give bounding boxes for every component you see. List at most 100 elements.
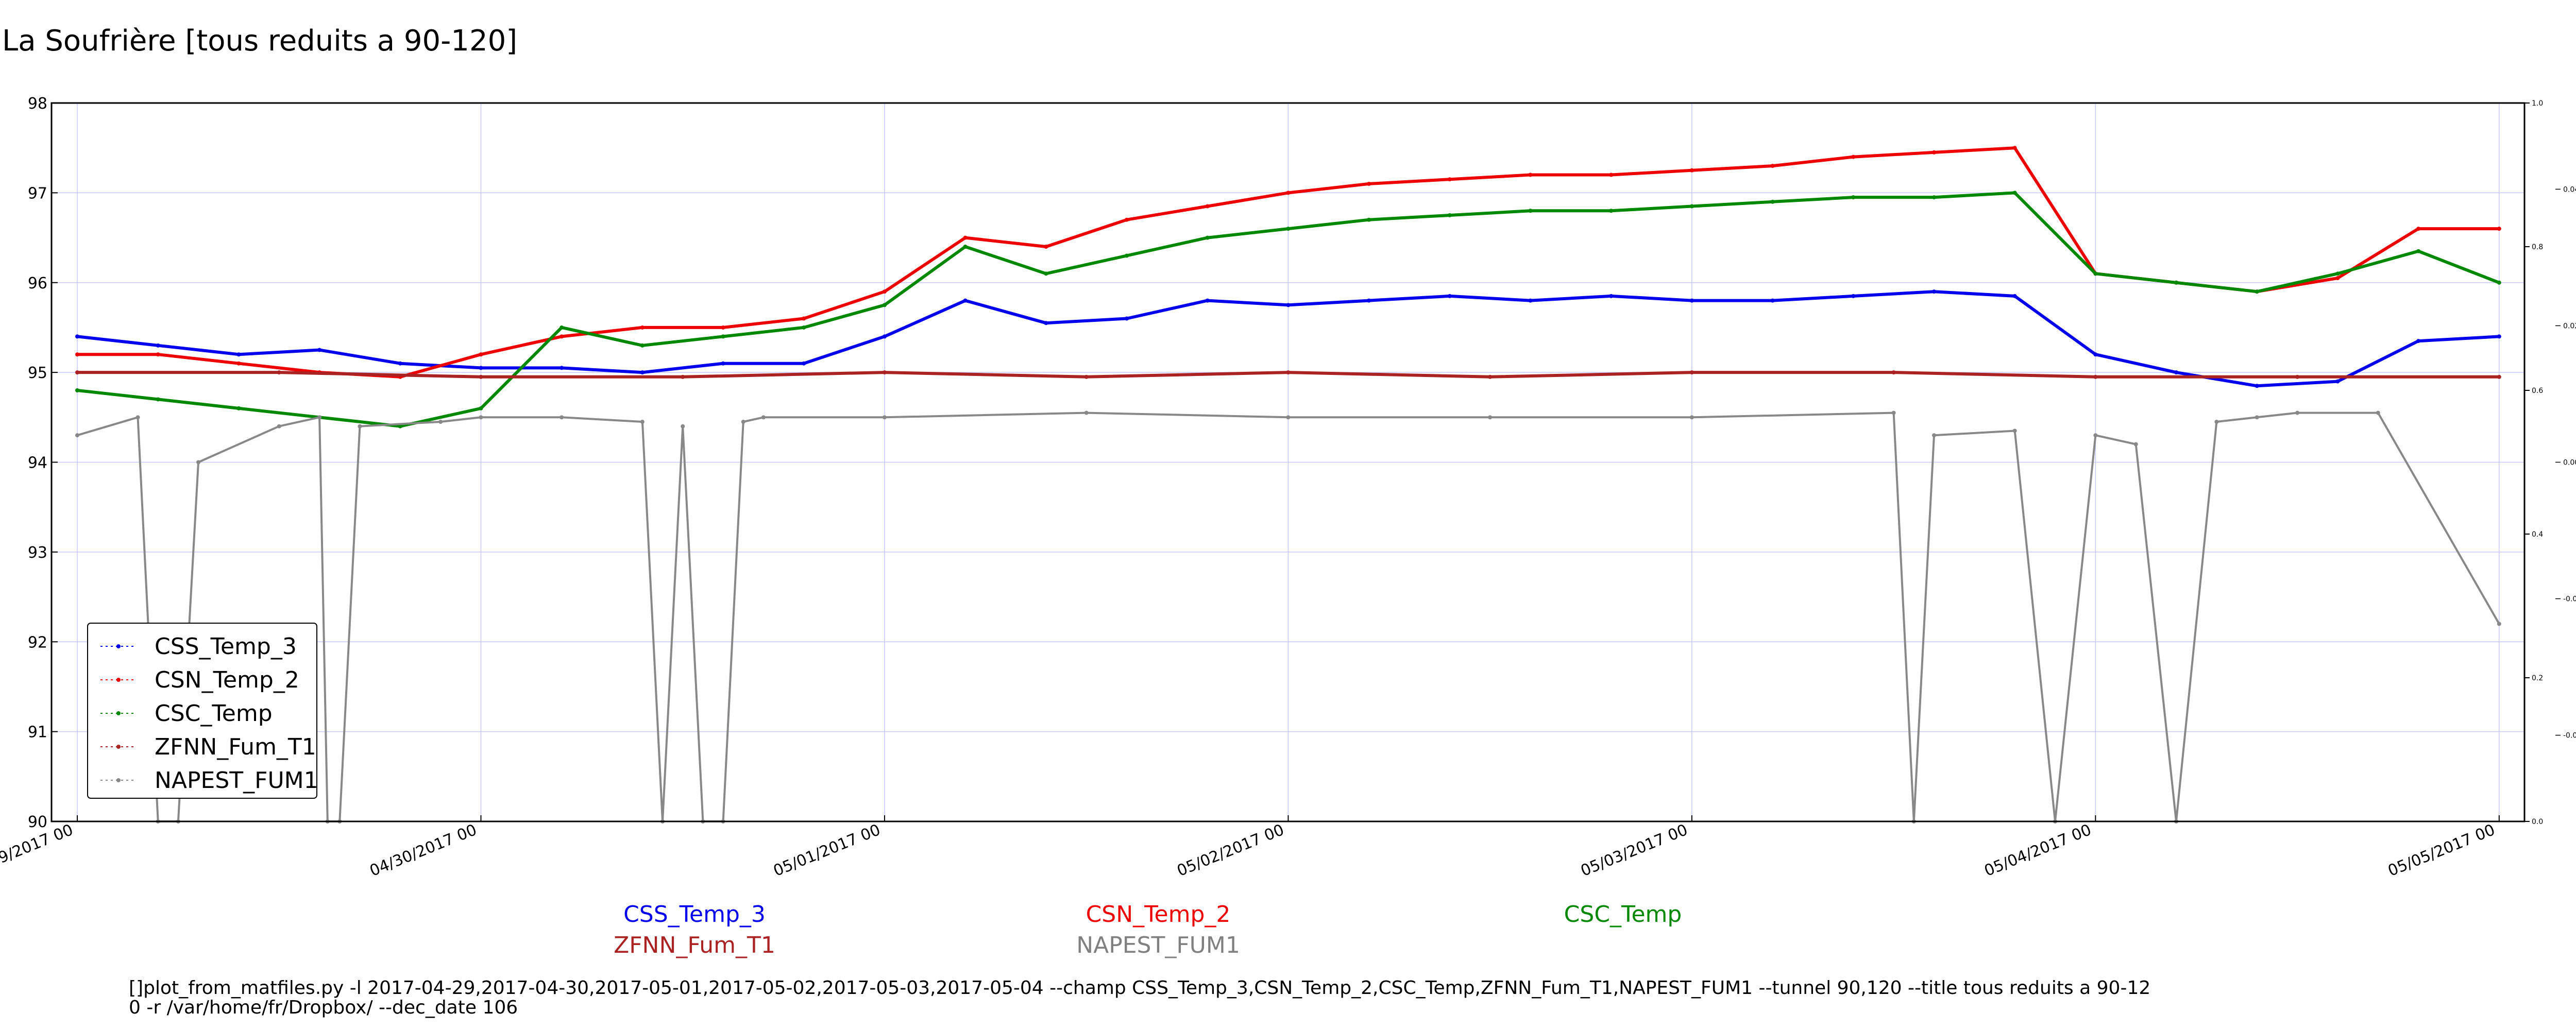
data-point — [640, 370, 645, 375]
legend-label: CSC_Temp — [155, 700, 273, 727]
data-point — [479, 366, 483, 370]
x-tick-label: 04/30/2017 00 — [367, 821, 480, 880]
data-point — [1891, 370, 1896, 375]
data-point — [75, 388, 79, 392]
legend-marker — [116, 711, 121, 715]
grid — [52, 102, 2524, 822]
data-point — [560, 334, 564, 339]
data-point — [2335, 276, 2340, 281]
data-point — [2497, 622, 2501, 626]
data-point — [2416, 227, 2421, 231]
data-point — [398, 361, 402, 366]
data-point — [640, 343, 645, 348]
right-tick-label: 0.6 — [2532, 387, 2543, 395]
data-point — [1931, 289, 1936, 294]
right-tick-label: 0.8 — [2532, 243, 2543, 251]
command-line-1: []plot_from_matfiles.py -l 2017-04-29,20… — [129, 977, 2150, 999]
data-point — [2497, 280, 2501, 285]
data-point — [1205, 298, 1210, 303]
data-point — [2295, 374, 2300, 379]
data-point — [2255, 384, 2259, 388]
x-tick-label: 05/04/2017 00 — [1982, 821, 2094, 880]
series-layer — [75, 146, 2501, 823]
x-tick-label: 05/01/2017 00 — [771, 821, 883, 880]
data-point — [2255, 415, 2259, 420]
data-point — [75, 370, 79, 375]
data-point — [479, 352, 483, 357]
data-point — [2335, 379, 2340, 384]
data-point — [196, 460, 201, 465]
y-tick-label: 91 — [28, 724, 47, 742]
data-point — [1205, 235, 1210, 240]
data-point — [882, 289, 887, 294]
data-point — [317, 348, 322, 352]
data-point — [2416, 249, 2421, 253]
data-point — [1447, 294, 1452, 298]
legend-box — [87, 623, 317, 799]
data-point — [882, 303, 887, 307]
data-point — [741, 420, 745, 424]
x-tick-label: 05/02/2017 00 — [1175, 821, 1287, 880]
data-point — [1367, 181, 1371, 186]
x-axis-ticks: 04/29/2017 00 04/30/2017 00 05/01/2017 00 0… — [0, 815, 2500, 880]
right-tick-label: 0.0 — [2532, 818, 2543, 826]
data-point — [1286, 227, 1291, 231]
data-point — [317, 415, 322, 420]
data-point — [802, 316, 806, 321]
data-point — [236, 352, 241, 357]
chart-title: La Soufrière [tous reduits a 90-120] — [2, 24, 517, 58]
data-point — [1931, 433, 1936, 438]
data-point — [802, 325, 806, 330]
data-point — [1286, 370, 1291, 375]
data-point — [560, 325, 564, 330]
data-point — [1891, 410, 1896, 415]
data-point — [2335, 271, 2340, 276]
data-point — [1125, 316, 1129, 321]
command-line-2: 0 -r /var/home/fr/Dropbox/ --dec_date 10… — [129, 997, 518, 1018]
y-tick-label: 93 — [28, 544, 47, 562]
data-point — [1931, 195, 1936, 200]
data-point — [1528, 173, 1533, 177]
series-caption: ZFNN_Fum_T1 — [614, 932, 775, 958]
data-point — [156, 397, 160, 402]
data-point — [1286, 191, 1291, 195]
series-caption: CSN_Temp_2 — [1086, 901, 1231, 928]
y-tick-label: 96 — [28, 274, 47, 293]
data-point — [1689, 370, 1694, 375]
series-line-napest-fum1 — [77, 411, 2500, 822]
series-caption: CSS_Temp_3 — [623, 901, 766, 928]
data-point — [2093, 374, 2098, 379]
data-point — [1044, 321, 1048, 325]
data-point — [1447, 213, 1452, 217]
legend-label: CSS_Temp_3 — [155, 633, 297, 660]
data-point — [2012, 294, 2017, 298]
legend-label: NAPEST_FUM1 — [155, 767, 318, 794]
data-point — [1488, 415, 1493, 420]
data-point — [2093, 271, 2098, 276]
data-point — [2174, 280, 2179, 285]
data-point — [761, 415, 766, 420]
right-inner-tick-label: -0.04 — [2563, 732, 2576, 740]
data-point — [640, 420, 645, 424]
data-point — [1770, 164, 1775, 168]
legend-marker — [116, 745, 121, 749]
data-point — [560, 366, 564, 370]
data-point — [721, 361, 725, 366]
right-tick-label: 0.4 — [2532, 530, 2543, 539]
legend: CSS_Temp_3 CSN_Temp_2 CSC_Temp ZFNN_Fum_T1 N… — [87, 623, 318, 799]
x-tick-label: 05/05/2017 00 — [2385, 821, 2498, 880]
data-point — [438, 420, 443, 424]
data-point — [2012, 428, 2017, 433]
data-point — [2376, 410, 2380, 415]
data-point — [681, 424, 685, 428]
data-point — [1125, 217, 1129, 222]
data-point — [1044, 271, 1048, 276]
right-inner-tick-label: -0.02 — [2563, 595, 2576, 604]
data-point — [1689, 204, 1694, 209]
right-axis-ticks: 1.0 0.8 0.6 0.4 0.2 0.0 0.04 0.02 0.00 -0.02 -0.04 — [2524, 99, 2576, 826]
data-point — [1689, 168, 1694, 173]
data-point — [1084, 374, 1089, 379]
data-point — [1125, 253, 1129, 258]
data-point — [358, 424, 362, 428]
data-point — [1528, 209, 1533, 213]
